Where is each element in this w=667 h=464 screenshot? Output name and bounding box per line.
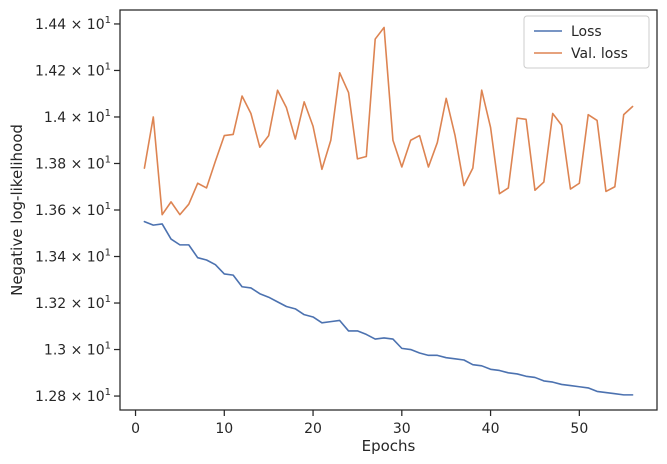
x-tick-label: 10: [215, 421, 233, 437]
series-layer: [143, 26, 634, 396]
y-tick-label: 1.44 × 101: [35, 15, 111, 33]
series-line-2: [143, 26, 634, 216]
x-axis: 0 10 20 30 40 50: [131, 410, 588, 437]
legend-label: Val. loss: [571, 46, 628, 62]
y-tick-label: 1.32 × 101: [35, 294, 111, 312]
y-tick-label: 1.4 × 101: [44, 108, 111, 126]
x-tick-label: 40: [482, 421, 500, 437]
y-tick-label: 1.34 × 101: [35, 248, 111, 266]
x-tick-label: 50: [570, 421, 588, 437]
y-tick-label: 1.3 × 101: [44, 341, 111, 359]
legend-label: Loss: [571, 24, 602, 40]
x-axis-label: Epochs: [362, 437, 416, 455]
x-tick-label: 30: [393, 421, 411, 437]
y-tick-label: 1.38 × 101: [35, 154, 111, 172]
legend: Loss Val. loss: [523, 15, 650, 69]
x-tick-label: 0: [131, 421, 140, 437]
x-tick-label: 20: [304, 421, 322, 437]
series-line-1: [143, 220, 634, 396]
y-tick-label: 1.28 × 101: [35, 387, 111, 405]
y-tick-label: 1.36 × 101: [35, 201, 111, 219]
y-axis-label: Negative log-likelihood: [8, 124, 26, 296]
legend-box: [523, 15, 650, 69]
y-tick-label: 1.42 × 101: [35, 61, 111, 79]
y-axis: 1.28 × 101 1.3 × 101 1.32 × 101 1.34 × 101 1…: [35, 15, 120, 405]
